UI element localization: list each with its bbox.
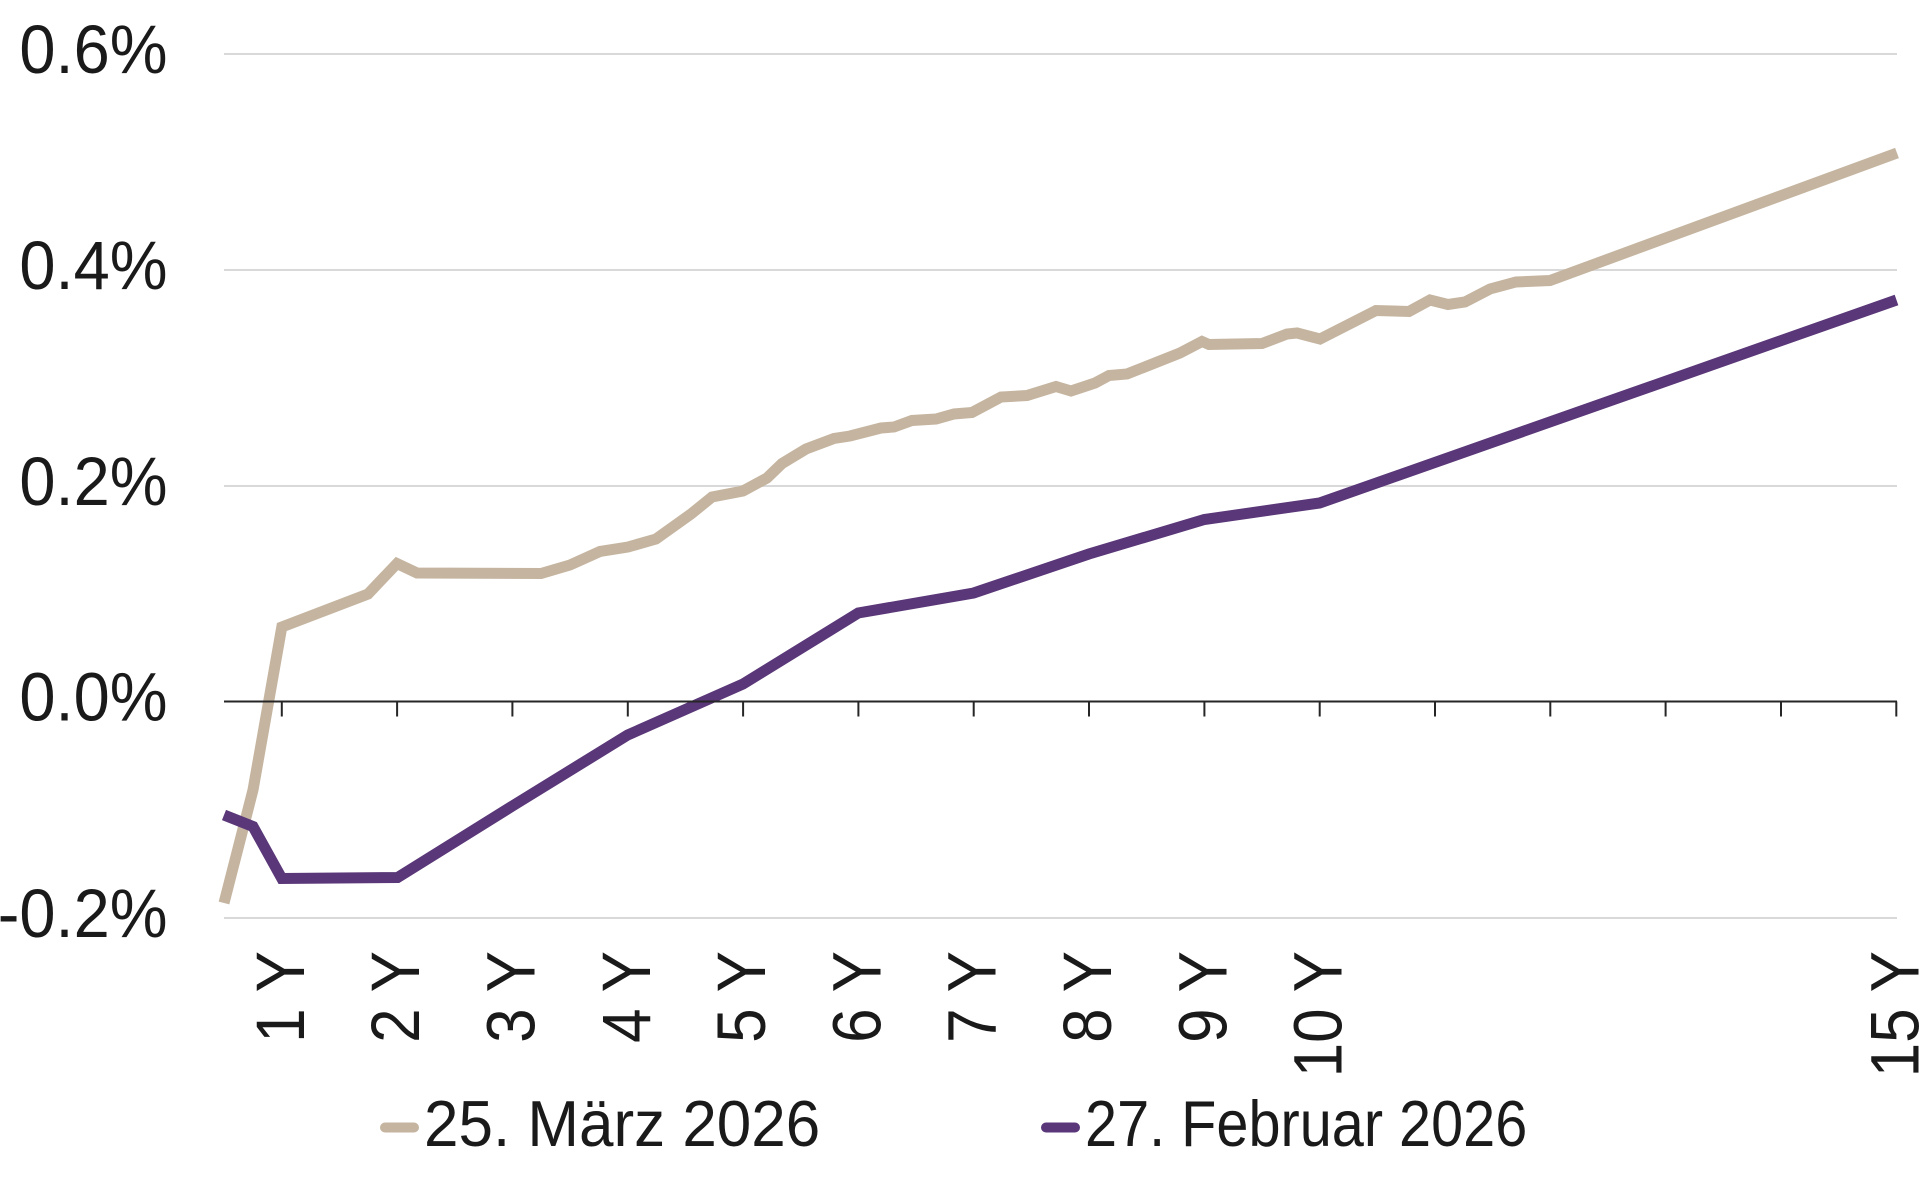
svg-text:2 Y: 2 Y xyxy=(357,951,433,1043)
svg-text:27. Februar 2026: 27. Februar 2026 xyxy=(1085,1088,1527,1161)
svg-text:3 Y: 3 Y xyxy=(473,951,549,1043)
svg-text:7 Y: 7 Y xyxy=(934,951,1010,1043)
svg-text:0.6%: 0.6% xyxy=(19,13,167,89)
svg-text:-0.2%: -0.2% xyxy=(0,877,168,953)
svg-text:15 Y: 15 Y xyxy=(1857,951,1920,1077)
svg-text:0.2%: 0.2% xyxy=(19,445,167,521)
svg-text:4 Y: 4 Y xyxy=(588,951,664,1043)
svg-text:5 Y: 5 Y xyxy=(703,951,779,1043)
svg-text:0.4%: 0.4% xyxy=(19,229,167,305)
svg-text:1 Y: 1 Y xyxy=(242,951,318,1043)
svg-text:6 Y: 6 Y xyxy=(819,951,895,1043)
svg-text:10 Y: 10 Y xyxy=(1280,951,1356,1077)
svg-text:8 Y: 8 Y xyxy=(1049,951,1125,1043)
svg-text:9 Y: 9 Y xyxy=(1165,951,1241,1043)
svg-text:25. März 2026: 25. März 2026 xyxy=(424,1088,820,1161)
svg-text:0.0%: 0.0% xyxy=(19,660,167,736)
